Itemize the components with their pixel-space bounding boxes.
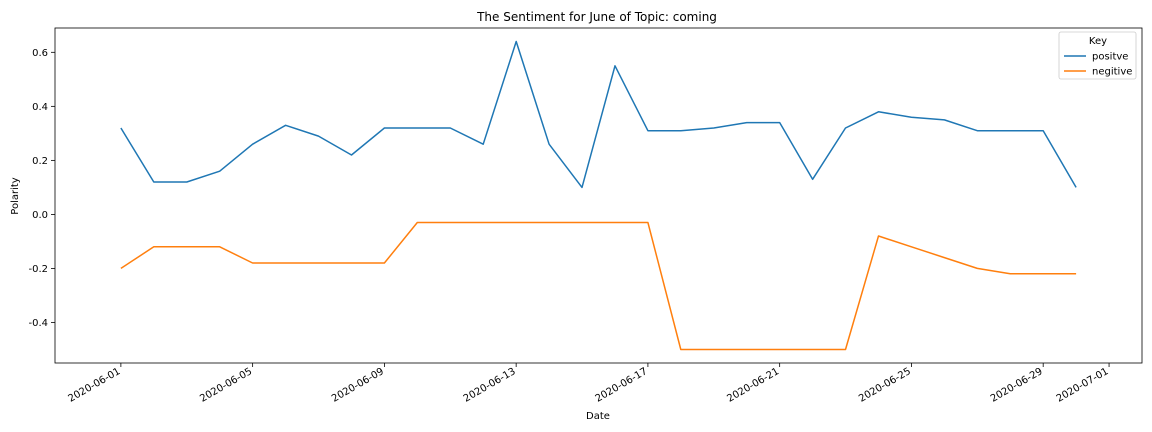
y-axis-ticks: -0.4 -0.2 0.0 0.2 0.4 0.6: [28, 48, 55, 329]
x-tick-label: 2020-06-09: [330, 366, 386, 405]
x-tick-label: 2020-06-29: [989, 366, 1045, 405]
x-tick-label: 2020-06-01: [67, 366, 123, 405]
plot-area: [54, 27, 1143, 364]
legend-items: positve negitive: [1064, 52, 1132, 78]
legend-label-negitive: negitive: [1092, 67, 1132, 78]
y-tick-label: 0.4: [32, 102, 48, 113]
y-tick-label: 0.2: [32, 156, 48, 167]
y-tick-label: 0.0: [32, 210, 48, 221]
y-axis-label: Polarity: [10, 177, 21, 215]
chart-title: The Sentiment for June of Topic: coming: [476, 10, 717, 24]
y-tick-label: -0.4: [28, 318, 48, 329]
legend: Key positve negitive: [1058, 31, 1137, 80]
series-line-negitive: [120, 221, 1077, 351]
x-tick-label: 2020-06-25: [857, 366, 913, 405]
legend-title: Key: [1089, 36, 1107, 47]
y-tick-label: -0.2: [28, 264, 48, 275]
x-tick-label: 2020-06-17: [594, 366, 650, 405]
legend-box: [1058, 31, 1137, 80]
x-tick-label: 2020-06-21: [725, 366, 781, 405]
x-tick-label: 2020-07-01: [1055, 366, 1111, 405]
x-tick-label: 2020-06-05: [198, 366, 254, 405]
series-layer: [120, 40, 1077, 351]
legend-label-positve: positve: [1092, 52, 1128, 63]
x-axis-ticks: 2020-06-01 2020-06-05 2020-06-09 2020-06-13…: [67, 363, 1111, 405]
x-axis-label: Date: [586, 411, 610, 422]
x-tick-label: 2020-06-13: [462, 366, 518, 405]
y-tick-label: 0.6: [32, 48, 48, 59]
series-line-positve: [120, 40, 1077, 189]
